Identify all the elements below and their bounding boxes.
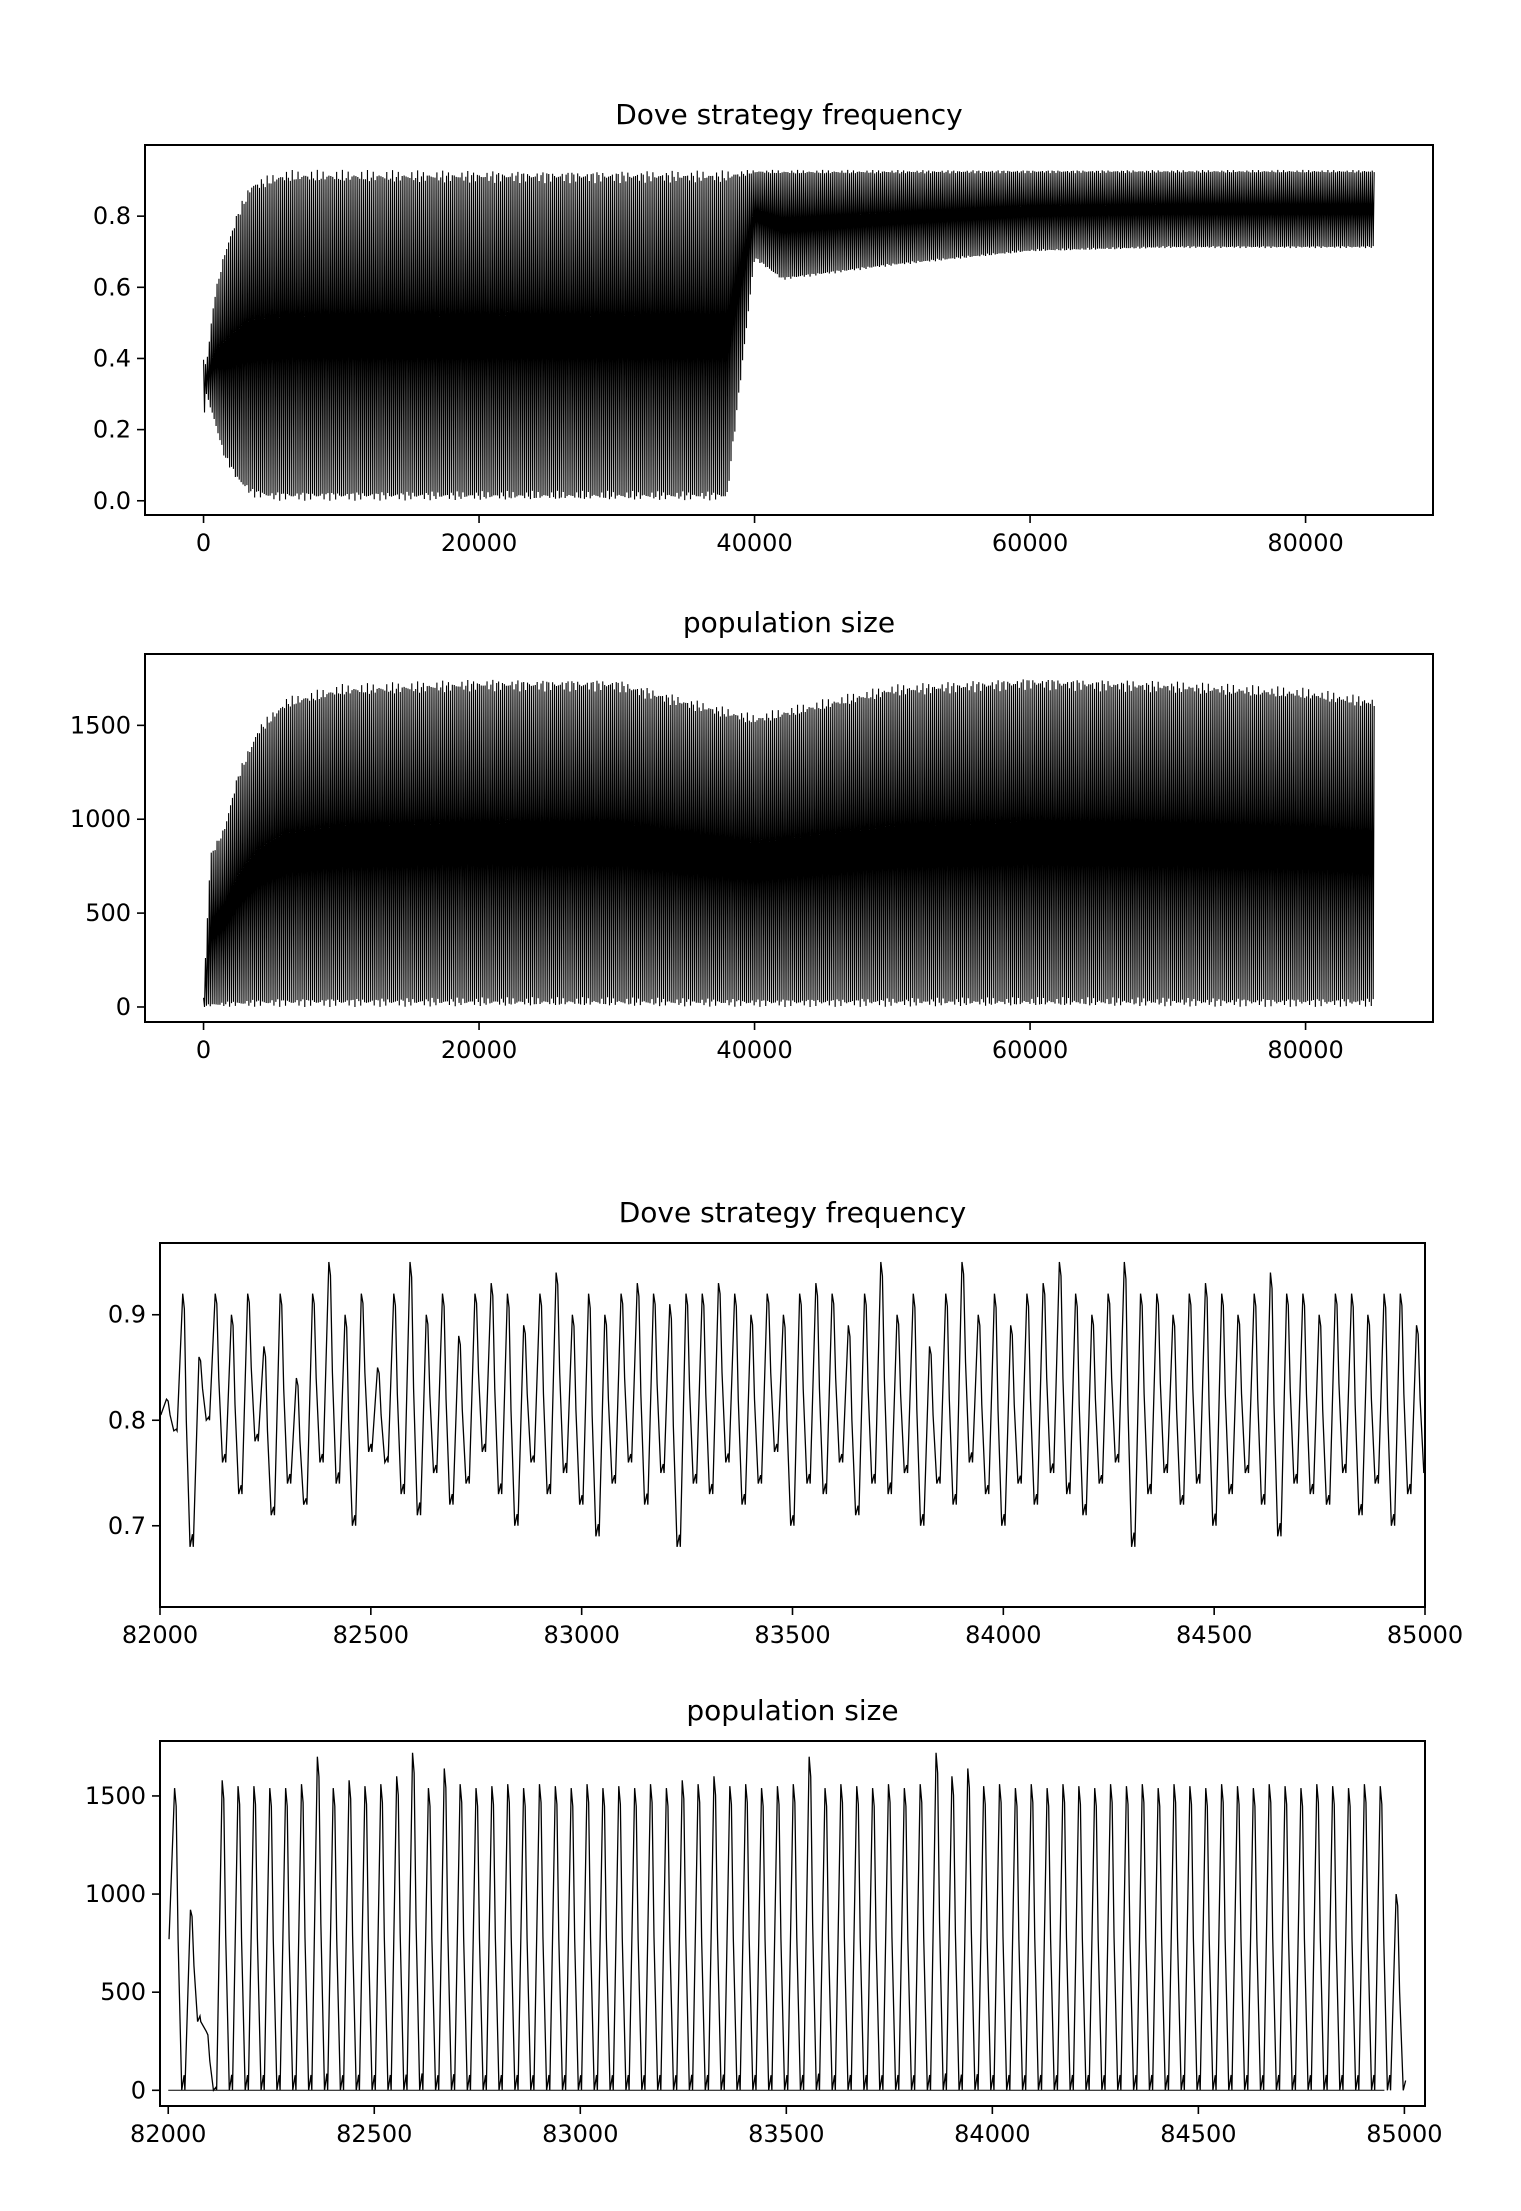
data-series-line <box>168 1752 1407 2092</box>
chart-title: population size <box>683 606 895 639</box>
chart-2: population size 0 20000 40000 60000 80000 0 500… <box>70 606 1434 1064</box>
chart-title: population size <box>686 1694 898 1727</box>
y-tick-label: 0 <box>116 993 131 1021</box>
chart-4: population size 82000 82500 83000 83500 84000… <box>85 1694 1443 2148</box>
chart-3: Dove strategy frequency 82000 82500 83000 83… <box>108 1196 1463 1649</box>
x-tick-label: 82000 <box>122 1621 198 1649</box>
chart-title: Dove strategy frequency <box>615 98 963 131</box>
x-tick-label: 82500 <box>333 1621 409 1649</box>
y-tick-label: 1500 <box>85 1782 146 1810</box>
x-tick-label: 85000 <box>1387 1621 1463 1649</box>
y-tick-label: 0.7 <box>108 1512 146 1540</box>
x-tick-label: 20000 <box>441 1036 517 1064</box>
y-tick-label: 500 <box>85 899 131 927</box>
y-tick-label: 500 <box>100 1978 146 2006</box>
x-tick-label: 83500 <box>748 2120 824 2148</box>
y-tick-label: 0.8 <box>93 202 131 230</box>
x-tick-label: 40000 <box>716 1036 792 1064</box>
x-tick-label: 40000 <box>716 529 792 557</box>
y-tick-label: 0 <box>131 2076 146 2104</box>
plot-area-frame <box>144 653 1434 1023</box>
x-tick-label: 83000 <box>543 1621 619 1649</box>
plot-area-frame <box>144 144 1434 516</box>
x-tick-label: 82000 <box>130 2120 206 2148</box>
x-tick-label: 84500 <box>1176 1621 1252 1649</box>
data-series-line <box>160 1261 1425 1547</box>
y-tick-label: 0.0 <box>93 487 131 515</box>
x-tick-label: 84500 <box>1160 2120 1236 2148</box>
y-tick-label: 1500 <box>70 711 131 739</box>
y-tick-label: 1000 <box>70 805 131 833</box>
y-tick-label: 0.2 <box>93 416 131 444</box>
chart-1: Dove strategy frequency 0 20000 40000 60000 8… <box>93 98 1434 557</box>
x-tick-label: 84000 <box>954 2120 1030 2148</box>
x-tick-label: 83500 <box>754 1621 830 1649</box>
data-series-line <box>203 679 1375 1007</box>
x-tick-label: 80000 <box>1267 1036 1343 1064</box>
x-tick-label: 84000 <box>965 1621 1041 1649</box>
x-tick-label: 82500 <box>336 2120 412 2148</box>
x-tick-label: 20000 <box>441 529 517 557</box>
y-tick-label: 0.6 <box>93 273 131 301</box>
x-tick-label: 0 <box>196 1036 211 1064</box>
x-tick-label: 83000 <box>542 2120 618 2148</box>
data-series-line <box>203 169 1375 501</box>
y-tick-label: 0.4 <box>93 344 131 372</box>
plot-area-frame <box>159 1740 1426 2107</box>
x-tick-label: 85000 <box>1366 2120 1442 2148</box>
y-tick-label: 1000 <box>85 1880 146 1908</box>
chart-title: Dove strategy frequency <box>619 1196 967 1229</box>
y-tick-label: 0.9 <box>108 1301 146 1329</box>
x-tick-label: 0 <box>196 529 211 557</box>
y-tick-label: 0.8 <box>108 1406 146 1434</box>
plot-area-frame <box>159 1242 1426 1608</box>
x-tick-label: 60000 <box>992 1036 1068 1064</box>
x-tick-label: 80000 <box>1267 529 1343 557</box>
x-tick-label: 60000 <box>992 529 1068 557</box>
